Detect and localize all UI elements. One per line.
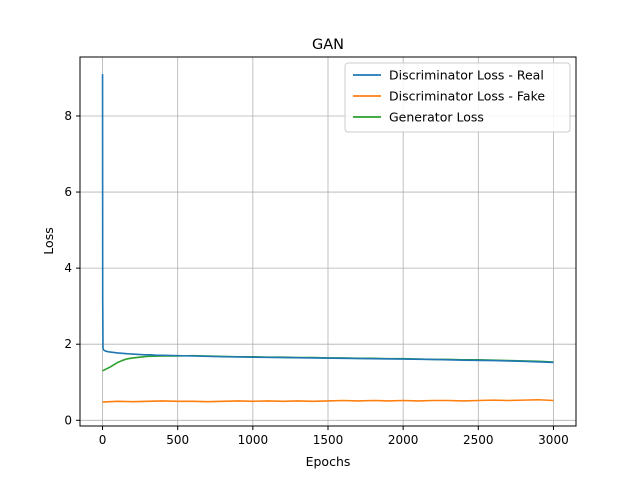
x-tick-label-0: 0	[99, 433, 107, 447]
x-axis-label: Epochs	[306, 454, 351, 469]
legend-label-2: Generator Loss	[389, 110, 484, 125]
x-tick-label-5: 2500	[463, 433, 494, 447]
x-tick-label-4: 2000	[388, 433, 419, 447]
legend: Discriminator Loss - Real Discriminator L…	[344, 62, 571, 133]
x-tick-label-1: 500	[166, 433, 189, 447]
legend-label-0: Discriminator Loss - Real	[389, 68, 544, 83]
y-axis-ticks: 0 2 4 6 8	[64, 109, 80, 427]
y-tick-label-1: 2	[64, 337, 72, 351]
y-tick-label-4: 8	[64, 109, 72, 123]
legend-label-1: Discriminator Loss - Fake	[389, 89, 545, 104]
series-layer	[101, 74, 554, 403]
x-tick-label-6: 3000	[538, 433, 569, 447]
x-axis-ticks: 0 500 1000 1500 2000 2500 3000	[99, 426, 569, 447]
y-tick-label-0: 0	[64, 413, 72, 427]
x-tick-label-3: 1500	[313, 433, 344, 447]
chart-title: GAN	[312, 37, 344, 53]
y-tick-label-3: 6	[64, 185, 72, 199]
grid	[80, 57, 576, 426]
legend-box	[344, 62, 571, 133]
y-axis-label: Loss	[41, 227, 56, 254]
y-tick-label-2: 4	[64, 261, 72, 275]
series-line-1	[102, 398, 554, 403]
series-line-0	[101, 74, 554, 364]
x-tick-label-2: 1000	[238, 433, 269, 447]
